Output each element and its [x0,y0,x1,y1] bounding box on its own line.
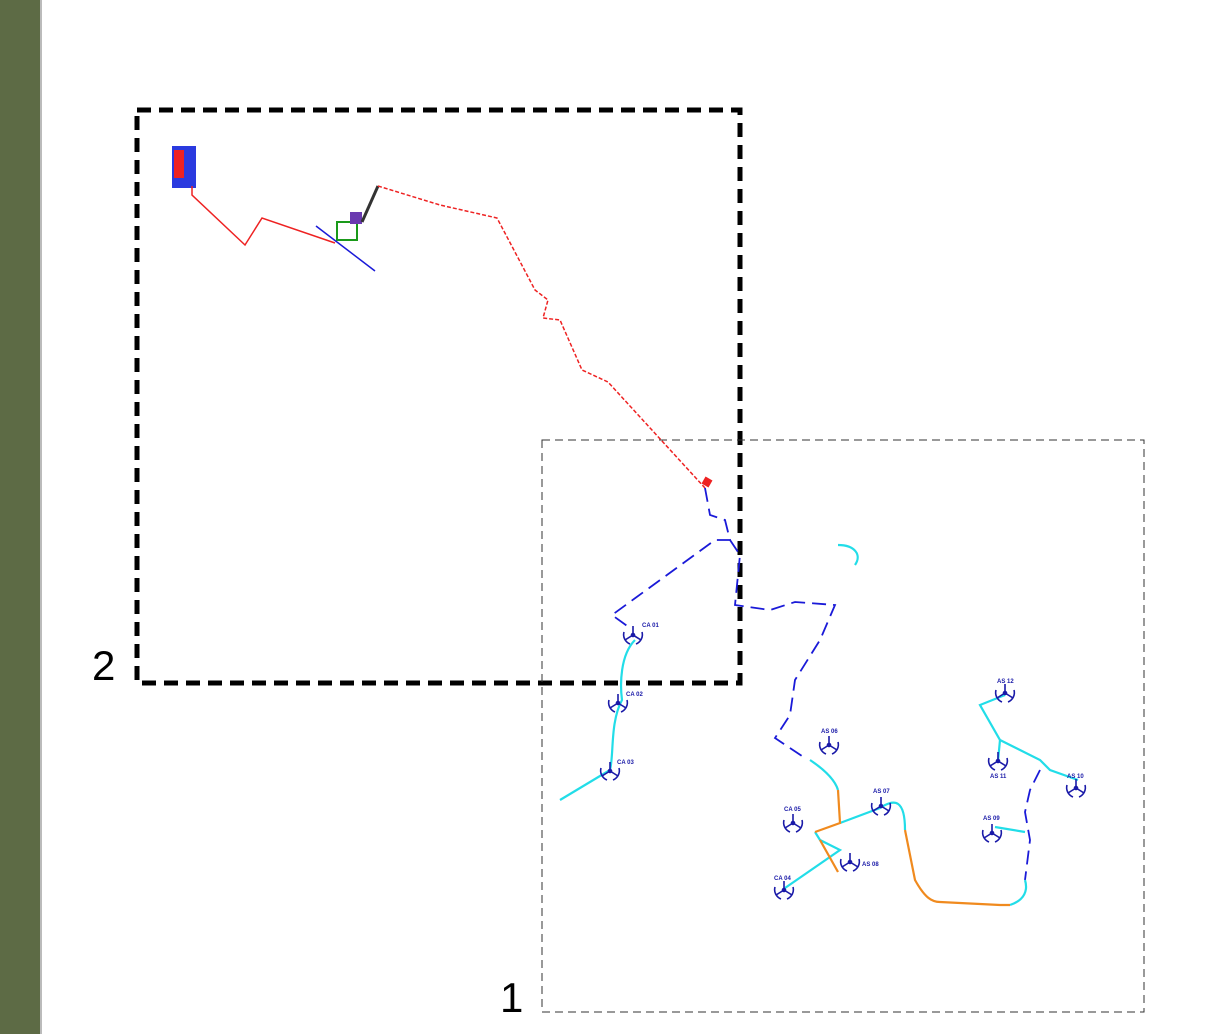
internal-cable [559,543,1079,907]
turbine-label: AS 10 [1067,774,1084,780]
frame-1 [541,439,1145,1013]
turbine-label: CA 01 [642,623,659,629]
turbine-label: AS 09 [983,816,1000,822]
frame-2 [134,107,743,686]
access-track [610,487,1041,881]
power-line [191,186,336,247]
cable-section [814,789,1010,907]
turbine-label: AS 12 [997,679,1014,685]
side-image [0,0,40,1034]
frame-label: 1 [500,974,523,1021]
frame-label: 2 [92,642,115,689]
turbine-label: CA 03 [617,760,634,766]
substation [172,146,713,488]
turbine-label: AS 11 [990,774,1007,780]
turbine-label: CA 04 [774,876,791,882]
underground-line [377,185,706,489]
turbine-label: AS 08 [862,862,879,868]
turbine-label: CA 05 [784,807,801,813]
turbine-label: AS 07 [873,789,890,795]
turbines [599,625,1087,900]
turbine-label: AS 06 [821,729,838,735]
turbine-label: CA 02 [626,692,643,698]
